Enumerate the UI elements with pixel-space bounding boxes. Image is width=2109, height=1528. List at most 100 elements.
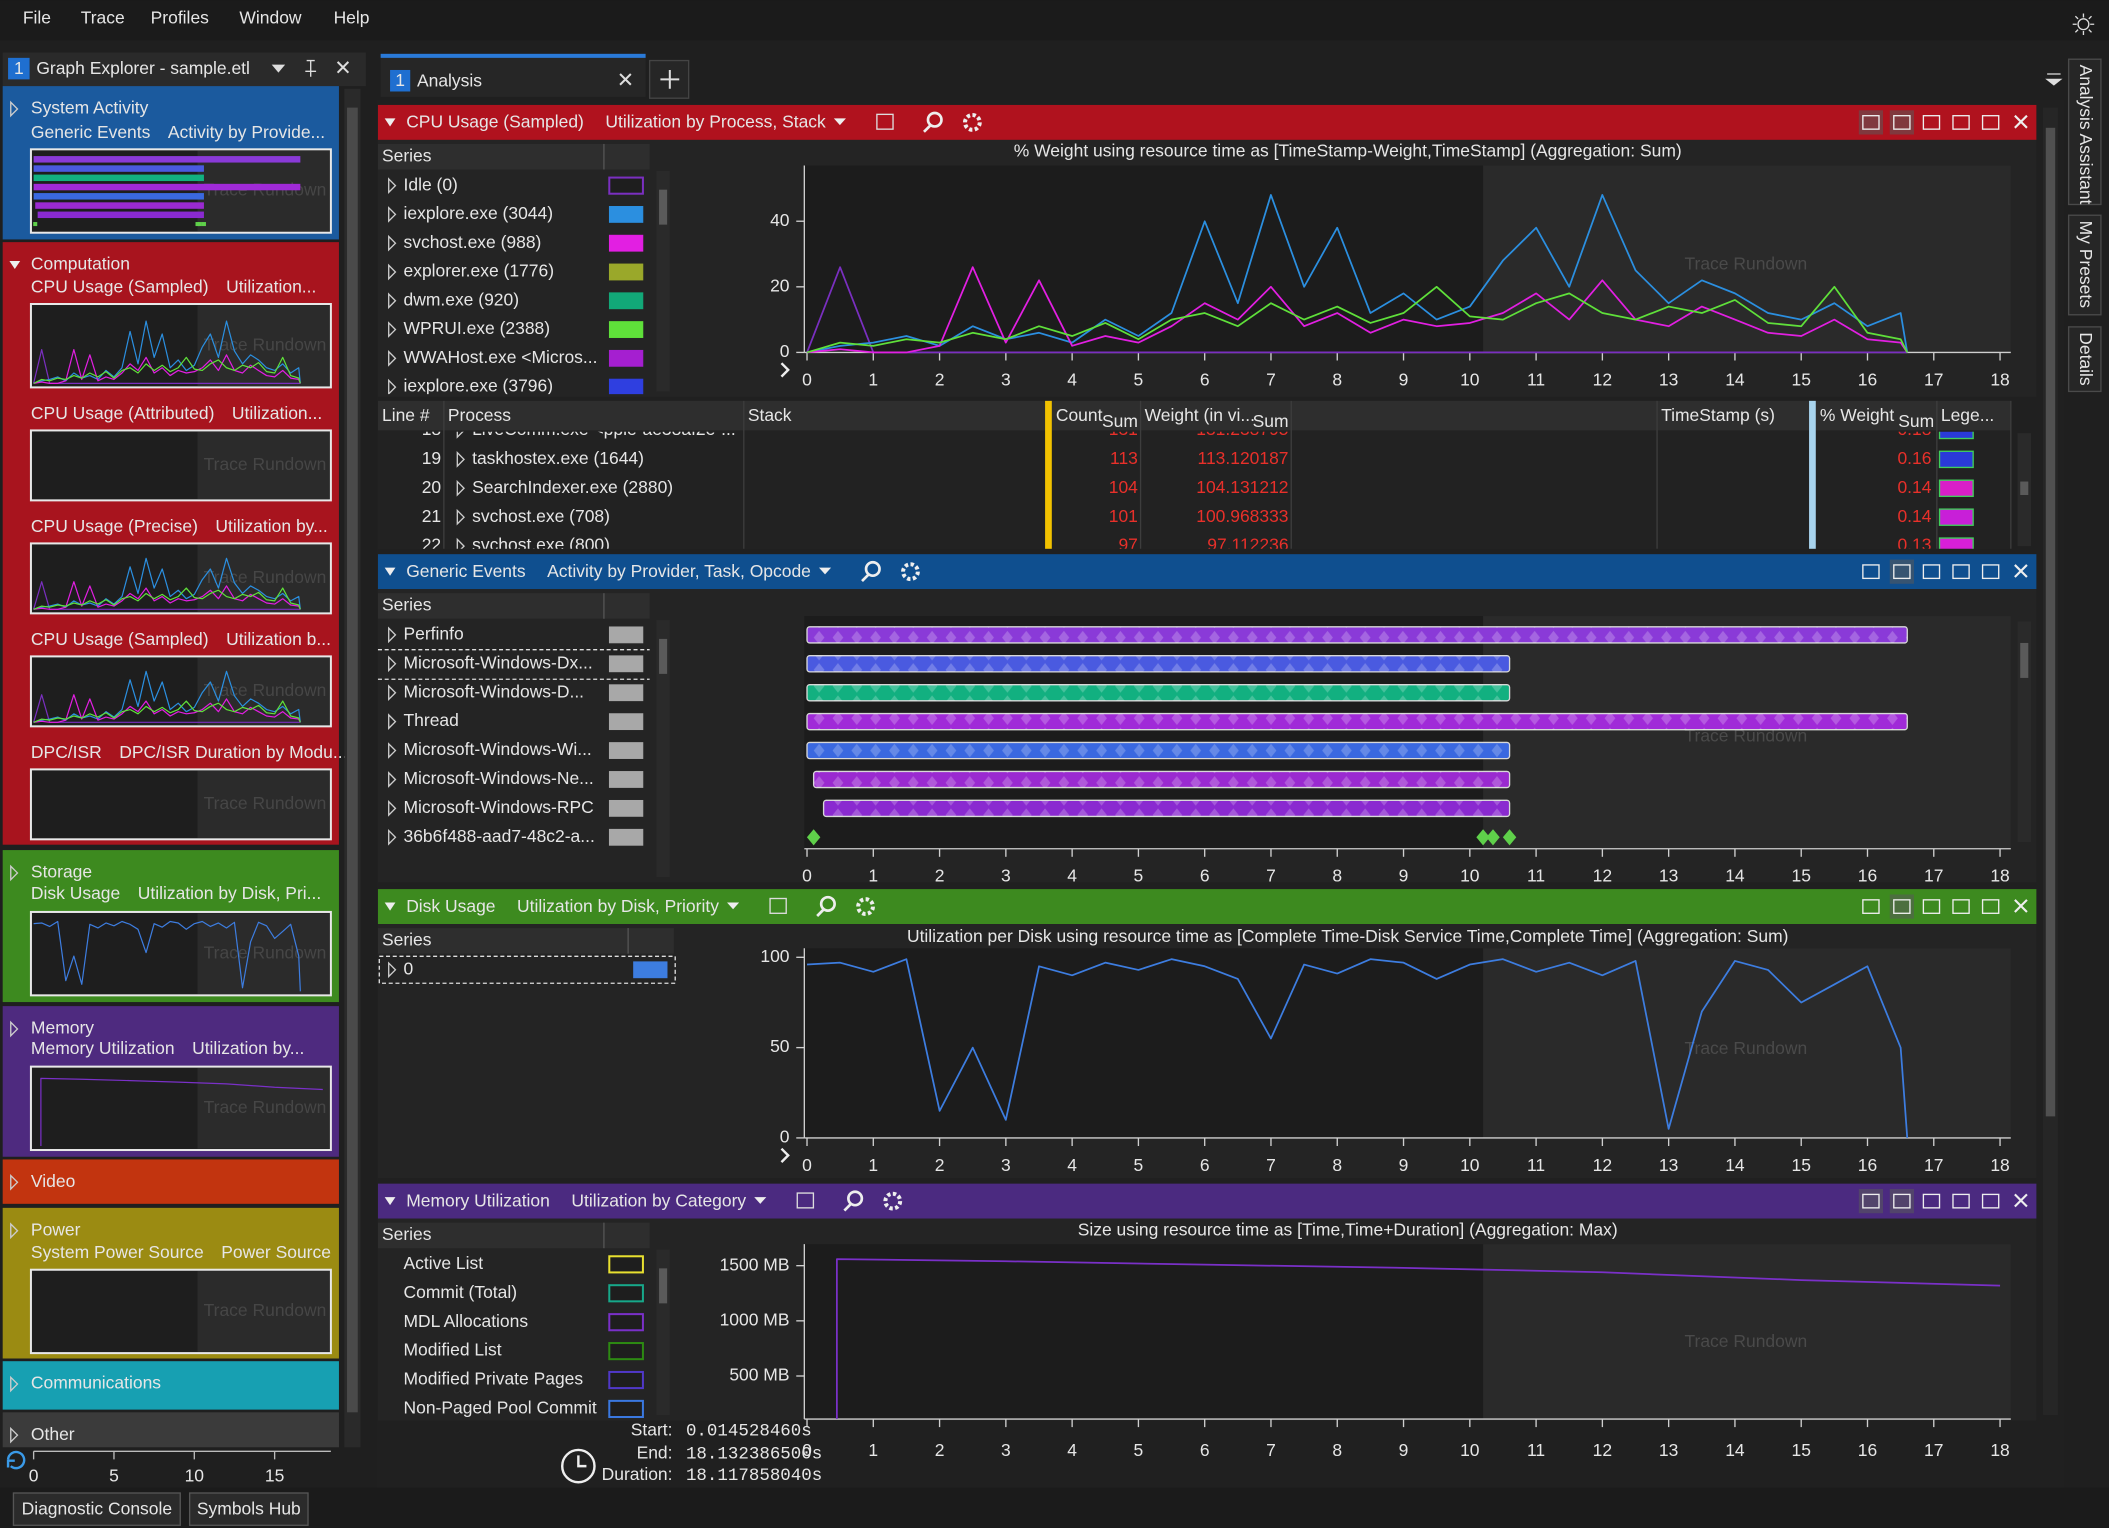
explorer-title[interactable]: Graph Explorer - sample.etl — [36, 58, 250, 78]
series-name[interactable]: Microsoft-Windows-D... — [404, 681, 585, 701]
refresh-icon[interactable] — [6, 1450, 26, 1470]
series-name[interactable]: Non-Paged Pool Commit — [404, 1398, 597, 1418]
series-name[interactable]: Commit (Total) — [404, 1282, 518, 1302]
menu-item[interactable]: Window — [239, 7, 302, 27]
panel-close[interactable] — [2014, 564, 2028, 578]
series-name[interactable]: svchost.exe (988) — [404, 232, 542, 252]
series-swatch[interactable] — [608, 799, 644, 817]
view-button[interactable] — [1922, 115, 1941, 130]
search-icon[interactable] — [816, 895, 836, 917]
series-swatch[interactable] — [608, 321, 644, 338]
event-marker[interactable] — [1476, 829, 1490, 846]
series-name[interactable]: Microsoft-Windows-Wi... — [404, 739, 592, 759]
series-swatch[interactable] — [608, 742, 644, 759]
side-tab[interactable] — [2067, 214, 2102, 316]
series-swatch[interactable] — [608, 1255, 644, 1274]
series-name[interactable]: explorer.exe (1776) — [404, 261, 555, 281]
search-icon[interactable] — [861, 560, 881, 583]
view-button[interactable] — [1862, 564, 1880, 580]
column-header[interactable]: Count — [1056, 405, 1103, 425]
series-name[interactable]: Microsoft-Windows-RPC — [404, 797, 594, 817]
series-swatch[interactable] — [608, 684, 644, 702]
series-swatch[interactable] — [608, 1284, 644, 1303]
preset-dropdown[interactable] — [754, 1197, 767, 1204]
series-swatch[interactable] — [608, 292, 644, 310]
panel-preset[interactable]: Utilization by Disk, Priority — [517, 896, 719, 916]
series-scroll-thumb[interactable] — [659, 638, 668, 674]
column-header[interactable]: Lege... — [1941, 405, 1994, 425]
bottom-button[interactable] — [12, 1492, 181, 1526]
search-icon[interactable] — [843, 1190, 864, 1212]
cell-process[interactable]: LiveComm.exe <ppie-ae38af2e-... — [472, 419, 736, 439]
view-button[interactable] — [1952, 564, 1970, 580]
series-name[interactable]: iexplore.exe (3796) — [404, 376, 554, 396]
view-button[interactable] — [1981, 1193, 2000, 1209]
event-marker[interactable] — [806, 829, 821, 846]
series-swatch[interactable] — [608, 234, 644, 252]
column-header[interactable]: TimeStamp (s) — [1661, 405, 1775, 425]
series-name[interactable]: Active List — [404, 1253, 484, 1273]
view-button[interactable] — [1952, 115, 1970, 130]
search-icon[interactable] — [923, 111, 943, 133]
series-name[interactable]: Modified List — [404, 1340, 502, 1360]
series-swatch[interactable] — [633, 961, 668, 979]
series-scroll-thumb[interactable] — [659, 189, 668, 225]
menu-item[interactable]: Profiles — [151, 7, 210, 27]
preset-dropdown[interactable] — [818, 567, 832, 575]
preset-dropdown[interactable] — [727, 902, 740, 910]
series-name[interactable]: 0 — [404, 958, 414, 978]
chart-type-icon[interactable] — [876, 113, 894, 130]
explorer-scroll-thumb[interactable] — [347, 107, 358, 1413]
series-swatch[interactable] — [608, 626, 644, 644]
series-name[interactable]: Thread — [404, 710, 459, 730]
panel-preset[interactable]: Utilization by Category — [571, 1190, 746, 1210]
view-button[interactable] — [1922, 564, 1941, 580]
close-icon[interactable] — [336, 61, 350, 74]
table-scroll-thumb[interactable] — [2020, 481, 2029, 495]
panel-close[interactable] — [2014, 114, 2028, 129]
panel-close[interactable] — [2014, 899, 2028, 913]
event-marker[interactable] — [1502, 829, 1517, 846]
column-header[interactable]: Weight (in vi... — [1145, 405, 1255, 425]
preset-dropdown[interactable] — [833, 118, 846, 126]
series-name[interactable]: WWAHost.exe <Micros... — [404, 347, 598, 367]
side-tab[interactable] — [2067, 326, 2102, 393]
view-button[interactable] — [1893, 564, 1911, 580]
category-block[interactable] — [2, 1412, 339, 1448]
settings-icon[interactable] — [856, 897, 875, 916]
column-header[interactable]: Process — [448, 405, 511, 425]
settings-icon[interactable] — [901, 562, 920, 582]
settings-icon[interactable] — [962, 113, 982, 132]
series-name[interactable]: WPRUI.exe (2388) — [404, 318, 551, 338]
overflow-icon[interactable] — [2045, 73, 2063, 86]
side-tab[interactable] — [2067, 58, 2102, 206]
view-button[interactable] — [1862, 1193, 1880, 1209]
series-swatch[interactable] — [608, 655, 644, 673]
chart-type-icon[interactable] — [769, 897, 787, 914]
event-marker[interactable] — [1486, 829, 1500, 846]
series-swatch[interactable] — [608, 1342, 644, 1361]
bottom-button[interactable] — [188, 1492, 309, 1526]
category-block[interactable] — [2, 1361, 339, 1410]
series-swatch[interactable] — [608, 349, 644, 367]
cell-process[interactable]: svchost.exe (708) — [472, 506, 610, 526]
view-button[interactable] — [1981, 564, 2000, 580]
analysis-tab[interactable] — [380, 53, 646, 97]
panel-preset[interactable]: Utilization by Process, Stack — [605, 112, 826, 132]
column-header[interactable]: Line # — [382, 405, 430, 425]
series-name[interactable]: Idle (0) — [404, 174, 458, 194]
series-swatch[interactable] — [608, 1370, 644, 1390]
series-name[interactable]: Microsoft-Windows-Dx... — [404, 652, 593, 672]
series-swatch[interactable] — [608, 263, 644, 281]
analysis-scroll-thumb[interactable] — [2045, 127, 2056, 1117]
series-swatch[interactable] — [608, 1313, 644, 1332]
pin-icon[interactable] — [305, 59, 317, 77]
view-button[interactable] — [1893, 899, 1911, 914]
panel-preset[interactable]: Activity by Provider, Task, Opcode — [547, 561, 811, 581]
series-name[interactable]: MDL Allocations — [404, 1311, 529, 1331]
series-name[interactable]: 36b6f488-aad7-48c2-a... — [404, 826, 595, 846]
series-swatch[interactable] — [608, 713, 644, 731]
view-button[interactable] — [1981, 899, 2000, 914]
settings-icon[interactable] — [883, 1191, 903, 1211]
view-button[interactable] — [1981, 115, 2000, 130]
